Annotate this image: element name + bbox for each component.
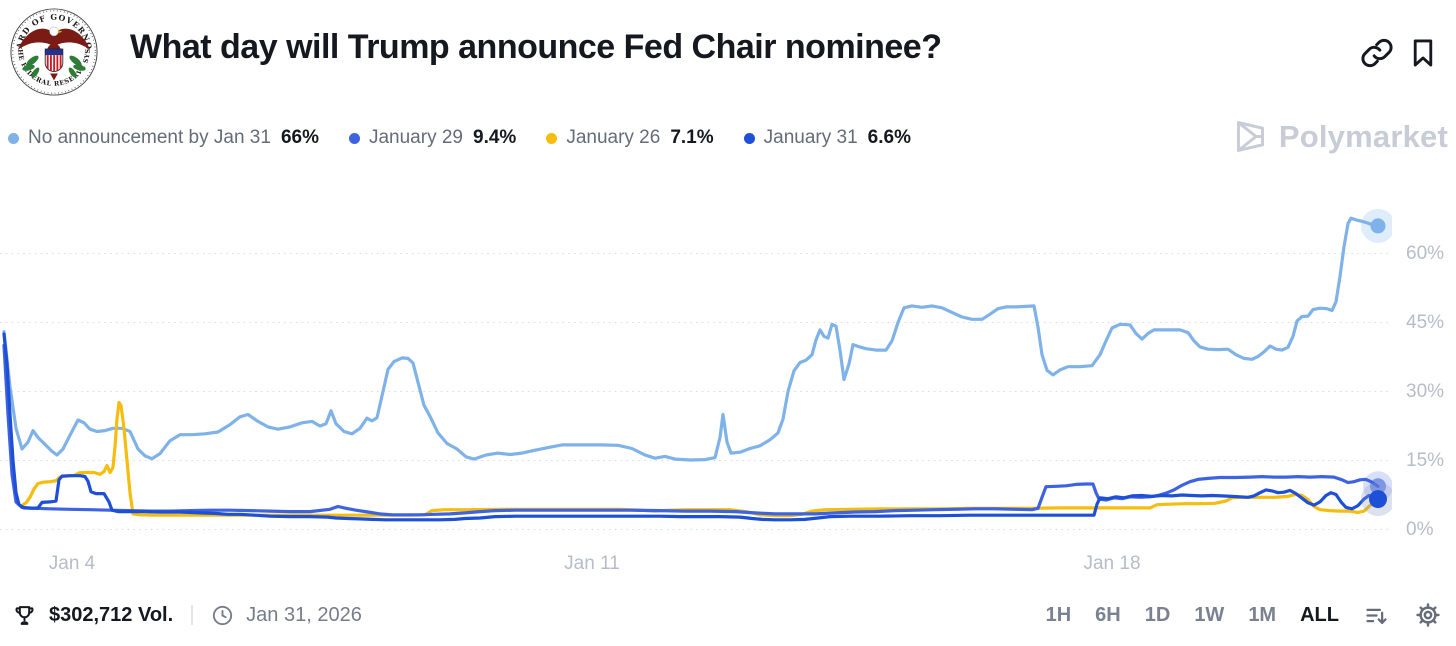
polymarket-logo-icon [1236, 121, 1264, 152]
bookmark-button[interactable] [1406, 36, 1440, 70]
divider [191, 605, 194, 625]
clock-icon [213, 605, 233, 625]
legend-item-1[interactable]: No announcement by Jan 31 66% [8, 127, 319, 149]
legend-label: January 26 [566, 127, 661, 148]
x-axis-label-jan-4: Jan 4 [48, 553, 96, 574]
chart-footer: $302,712 Vol. Jan 31, 2026 1H 6H 1D 1W 1M ALL [0, 592, 1456, 646]
y-axis-label-45: 45% [1406, 311, 1445, 333]
x-axis-label-jan-11: Jan 11 [564, 553, 620, 574]
legend-value: 9.4% [473, 127, 517, 148]
y-axis-label-0: 0% [1406, 518, 1434, 540]
legend-item-3[interactable]: January 26 7.1% [546, 127, 714, 149]
legend-item-4[interactable]: January 31 6.6% [743, 127, 911, 149]
legend-item-2[interactable]: January 29 9.4% [348, 127, 517, 149]
end-dot-3 [1369, 490, 1387, 509]
y-axis-label-15: 15% [1406, 449, 1445, 471]
legend-value: 66% [280, 127, 319, 148]
page-title: What day will Trump announce Fed Chair n… [130, 28, 942, 66]
fed-seal-logo: BOARD OF GOVERNORS OF THE FEDERAL RESERV… [8, 6, 98, 96]
sort-button[interactable] [1363, 602, 1390, 629]
volume-text: $302,712 Vol. [49, 603, 174, 626]
timeframe-button-1d[interactable]: 1D [1144, 603, 1171, 626]
series-line-2 [2, 343, 1380, 517]
legend-dot [348, 132, 360, 144]
timeframe-button-1h[interactable]: 1H [1045, 603, 1072, 626]
end-dot-2 [1370, 478, 1386, 495]
timeframe-group: 1H 6H 1D 1W 1M ALL [1046, 601, 1442, 629]
legend-value: 7.1% [670, 127, 714, 148]
timeframe-button-1m[interactable]: 1M [1248, 603, 1277, 626]
end-date-text: Jan 31, 2026 [246, 603, 362, 626]
legend-label: January 31 [763, 127, 858, 148]
link-icon [1361, 38, 1393, 68]
copy-link-button[interactable] [1360, 36, 1394, 70]
x-axis-label-jan-18: Jan 18 [1083, 553, 1141, 574]
bookmark-icon [1413, 39, 1433, 67]
trophy-icon [15, 605, 34, 625]
series-line-0 [2, 216, 1380, 462]
timeframe-button-6h[interactable]: 6H [1095, 603, 1121, 626]
legend-dot [8, 132, 19, 144]
legend-label: January 29 [368, 127, 463, 148]
legend-dot [743, 132, 755, 144]
settings-button[interactable] [1414, 601, 1442, 629]
timeframe-button-all[interactable]: ALL [1300, 603, 1339, 626]
polymarket-wordmark: Polymarket [1278, 118, 1448, 154]
price-chart[interactable] [0, 200, 1395, 546]
chart-legend: No announcement by Jan 31 66% January 29 9.… [8, 127, 911, 149]
gear-icon [1416, 603, 1440, 627]
y-axis-label-30: 30% [1406, 380, 1445, 402]
timeframe-button-1w[interactable]: 1W [1194, 603, 1225, 626]
y-axis-label-60: 60% [1406, 242, 1445, 264]
legend-value: 6.6% [867, 127, 911, 148]
polymarket-watermark: Polymarket [1232, 118, 1448, 155]
legend-label: No announcement by Jan 31 [28, 127, 271, 148]
sort-lines-icon [1366, 608, 1387, 624]
legend-dot [546, 132, 558, 144]
seal-eagle-emblem [17, 26, 91, 81]
end-dot-0 [1370, 218, 1386, 234]
series-line-3 [2, 332, 1380, 522]
